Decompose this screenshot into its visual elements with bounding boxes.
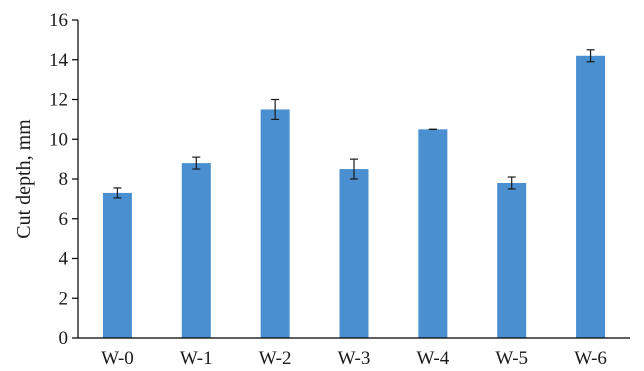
bar-w-3 — [339, 169, 369, 338]
x-tick-label: W-3 — [338, 348, 371, 369]
y-tick-label: 14 — [49, 50, 69, 71]
y-tick-label: 12 — [49, 90, 68, 111]
bar-w-4 — [418, 129, 448, 338]
bar-w-6 — [576, 55, 606, 339]
error-bar-w-2 — [271, 98, 280, 120]
error-bar-w-3 — [350, 158, 358, 180]
y-tick-label: 4 — [59, 249, 69, 270]
error-bar-w-1 — [192, 156, 201, 170]
y-tick-label: 10 — [49, 129, 68, 150]
x-tick-label: W-1 — [180, 348, 213, 369]
error-bar-w-6 — [586, 49, 595, 63]
error-bar-w-5 — [507, 176, 516, 190]
y-tick-label: 8 — [59, 169, 69, 190]
bar-w-2 — [260, 109, 290, 338]
bar-w-1 — [181, 163, 211, 338]
y-tick-label: 6 — [59, 209, 69, 230]
x-tick-label: W-4 — [416, 348, 449, 369]
x-axis-tick-labels: W-0 W-1 W-2 W-3 W-4 W-5 W-6 — [101, 348, 607, 369]
x-tick-label: W-2 — [259, 348, 292, 369]
bars — [102, 55, 606, 339]
y-tick-label: 16 — [49, 10, 68, 31]
y-axis-ticks: 0 2 4 6 8 10 12 14 16 — [49, 10, 78, 349]
error-bar-w-0 — [113, 187, 122, 199]
bar-w-0 — [102, 192, 132, 338]
x-tick-label: W-0 — [101, 348, 134, 369]
error-bars — [113, 49, 595, 199]
x-tick-label: W-6 — [574, 348, 607, 369]
y-tick-label: 0 — [59, 328, 69, 349]
x-tick-label: W-5 — [495, 348, 528, 369]
bar-w-5 — [497, 182, 527, 338]
y-axis-title: Cut depth, mm — [13, 119, 35, 239]
y-tick-label: 2 — [59, 288, 69, 309]
